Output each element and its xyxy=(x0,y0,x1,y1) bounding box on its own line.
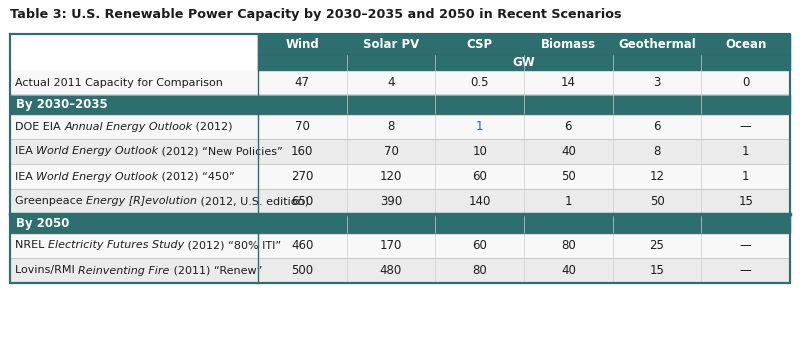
Text: 480: 480 xyxy=(380,264,402,277)
Text: Solar PV: Solar PV xyxy=(363,38,419,51)
Text: Biomass: Biomass xyxy=(541,38,596,51)
Text: 140: 140 xyxy=(469,195,491,208)
Text: 8: 8 xyxy=(387,120,394,133)
Bar xyxy=(10,189,790,214)
Text: 1: 1 xyxy=(565,195,572,208)
Text: IEA: IEA xyxy=(15,172,36,182)
Bar xyxy=(258,34,790,55)
Text: 10: 10 xyxy=(472,145,487,158)
Text: 1: 1 xyxy=(742,145,750,158)
Text: 25: 25 xyxy=(650,239,665,252)
Text: 15: 15 xyxy=(738,195,753,208)
Text: By 2050: By 2050 xyxy=(16,217,70,230)
Text: 650: 650 xyxy=(291,195,314,208)
Text: 1: 1 xyxy=(742,170,750,183)
Text: IEA: IEA xyxy=(15,147,36,156)
Text: 12: 12 xyxy=(650,170,665,183)
Text: 15: 15 xyxy=(650,264,665,277)
Text: GW: GW xyxy=(513,56,535,69)
Text: World Energy Outlook: World Energy Outlook xyxy=(36,147,158,156)
Text: Reinventing Fire: Reinventing Fire xyxy=(78,266,170,275)
Bar xyxy=(10,114,790,139)
Bar xyxy=(10,95,790,114)
Text: 80: 80 xyxy=(472,264,487,277)
Text: (2011) “Renew”: (2011) “Renew” xyxy=(170,266,262,275)
Text: 80: 80 xyxy=(561,239,576,252)
Text: (2012) “New Policies”: (2012) “New Policies” xyxy=(158,147,283,156)
Text: World Energy Outlook: World Energy Outlook xyxy=(36,172,158,182)
Text: Table 3: U.S. Renewable Power Capacity by 2030–2035 and 2050 in Recent Scenarios: Table 3: U.S. Renewable Power Capacity b… xyxy=(10,8,622,21)
Bar xyxy=(258,55,790,70)
Text: Actual 2011 Capacity for Comparison: Actual 2011 Capacity for Comparison xyxy=(15,77,223,88)
Text: Ocean: Ocean xyxy=(725,38,766,51)
Text: 500: 500 xyxy=(291,264,314,277)
Text: 120: 120 xyxy=(380,170,402,183)
Text: 6: 6 xyxy=(565,120,572,133)
Text: Lovins/RMI: Lovins/RMI xyxy=(15,266,78,275)
Text: Geothermal: Geothermal xyxy=(618,38,696,51)
Text: 40: 40 xyxy=(561,264,576,277)
Text: 0: 0 xyxy=(742,76,750,89)
Text: 14: 14 xyxy=(561,76,576,89)
Text: 70: 70 xyxy=(383,145,398,158)
Text: DOE EIA: DOE EIA xyxy=(15,121,64,132)
Text: 60: 60 xyxy=(472,239,487,252)
Text: 170: 170 xyxy=(380,239,402,252)
Bar xyxy=(10,258,790,283)
Text: 270: 270 xyxy=(291,170,314,183)
Text: (2012) “450”: (2012) “450” xyxy=(158,172,235,182)
Text: NREL: NREL xyxy=(15,240,48,251)
Text: (2012) “80% ITI”: (2012) “80% ITI” xyxy=(184,240,282,251)
Text: (2012, U.S. edition): (2012, U.S. edition) xyxy=(197,196,309,206)
Bar xyxy=(10,214,790,233)
Text: 50: 50 xyxy=(650,195,664,208)
Text: CSP: CSP xyxy=(466,38,493,51)
Text: 3: 3 xyxy=(654,76,661,89)
Text: 70: 70 xyxy=(295,120,310,133)
Text: Energy [R]evolution: Energy [R]evolution xyxy=(86,196,197,206)
Text: 0.5: 0.5 xyxy=(470,76,489,89)
Text: 1: 1 xyxy=(476,120,483,133)
Text: 390: 390 xyxy=(380,195,402,208)
Text: 460: 460 xyxy=(291,239,314,252)
Bar xyxy=(10,164,790,189)
Bar xyxy=(10,139,790,164)
Text: 4: 4 xyxy=(387,76,394,89)
Text: 6: 6 xyxy=(654,120,661,133)
Text: 40: 40 xyxy=(561,145,576,158)
Text: By 2030–2035: By 2030–2035 xyxy=(16,98,108,111)
Text: Greenpeace: Greenpeace xyxy=(15,196,86,206)
Text: Wind: Wind xyxy=(286,38,319,51)
Text: 60: 60 xyxy=(472,170,487,183)
Text: —: — xyxy=(740,239,751,252)
Bar xyxy=(10,233,790,258)
Text: 50: 50 xyxy=(561,170,576,183)
Text: —: — xyxy=(740,120,751,133)
Bar xyxy=(10,70,790,95)
Text: 47: 47 xyxy=(295,76,310,89)
Text: —: — xyxy=(740,264,751,277)
Text: 8: 8 xyxy=(654,145,661,158)
Text: (2012): (2012) xyxy=(192,121,233,132)
Text: 160: 160 xyxy=(291,145,314,158)
Text: Electricity Futures Study: Electricity Futures Study xyxy=(48,240,184,251)
Text: Annual Energy Outlook: Annual Energy Outlook xyxy=(64,121,192,132)
